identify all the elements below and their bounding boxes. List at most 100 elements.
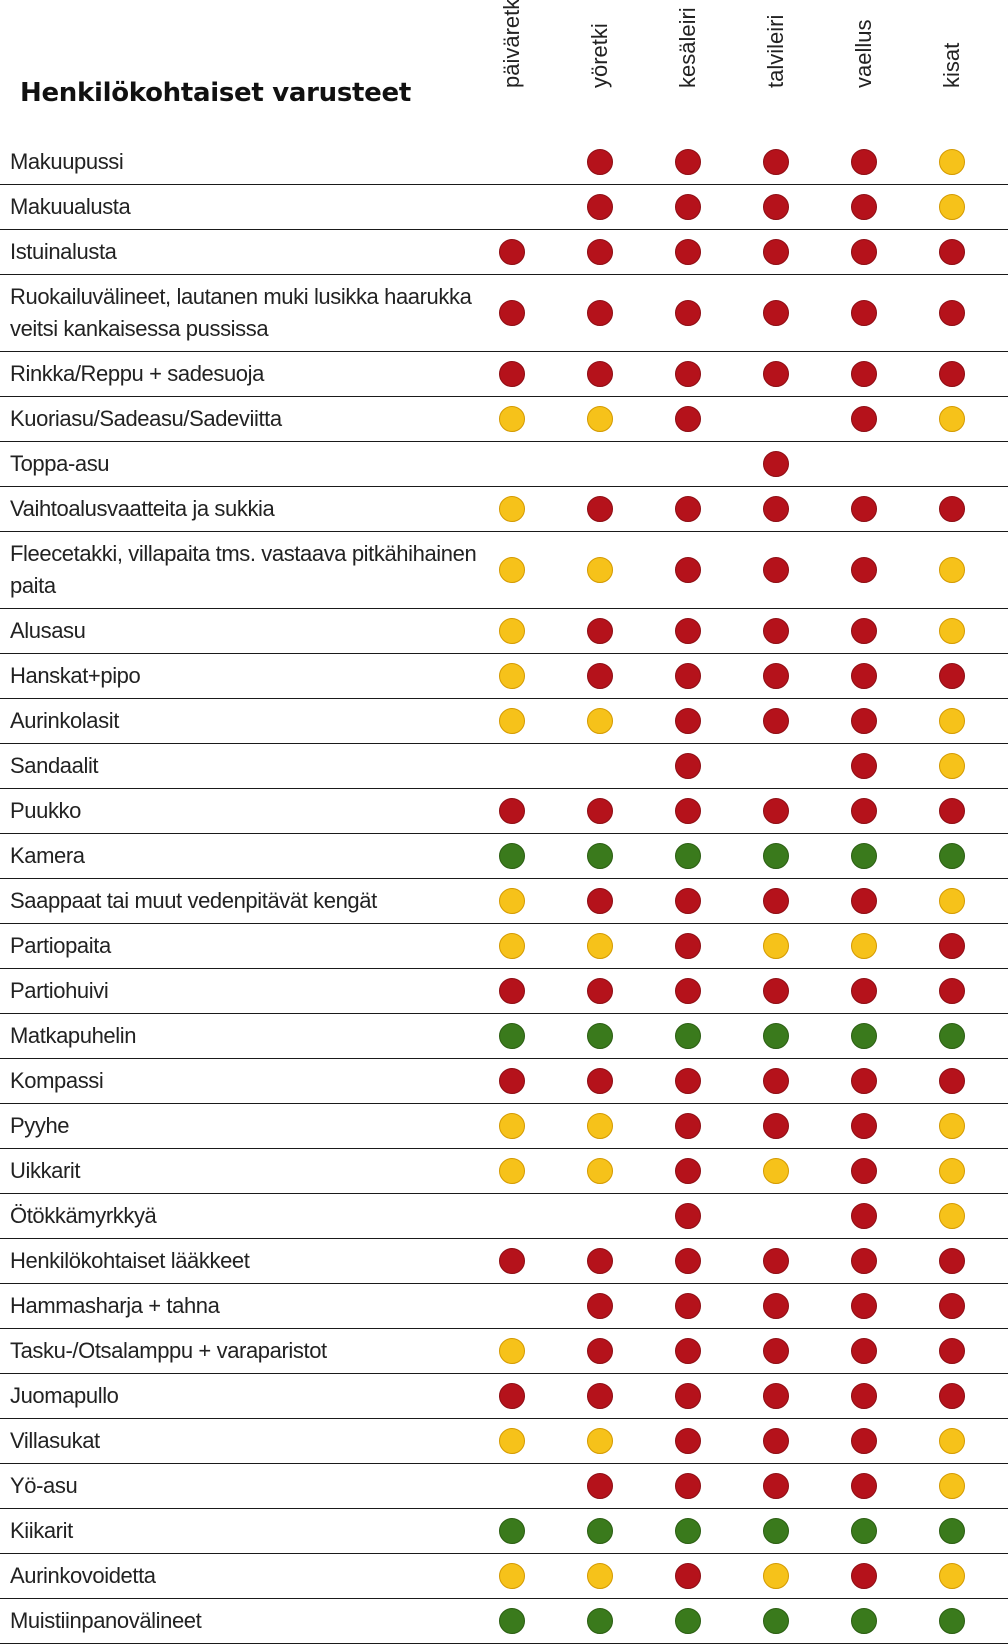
dot-red-kesäleiri xyxy=(675,149,701,175)
dot-red-vaellus xyxy=(851,1293,877,1319)
dot-yellow-päiväretki xyxy=(499,888,525,914)
dot-green-talvileiri xyxy=(763,1608,789,1634)
dot-red-kesäleiri xyxy=(675,194,701,220)
dot-green-vaellus xyxy=(851,1518,877,1544)
dot-red-talvileiri xyxy=(763,708,789,734)
dot-yellow-päiväretki xyxy=(499,618,525,644)
dot-red-kesäleiri xyxy=(675,496,701,522)
dot-red-kesäleiri xyxy=(675,557,701,583)
dot-green-vaellus xyxy=(851,843,877,869)
table-row: Hammasharja + tahna xyxy=(0,1284,1008,1329)
dot-red-kisat xyxy=(939,300,965,326)
dot-green-yöretki xyxy=(587,843,613,869)
dot-yellow-kisat xyxy=(939,618,965,644)
dot-yellow-yöretki xyxy=(587,1113,613,1139)
dot-red-kesäleiri xyxy=(675,663,701,689)
row-label: Aurinkovoidetta xyxy=(10,1563,156,1588)
dot-red-vaellus xyxy=(851,149,877,175)
dot-red-vaellus xyxy=(851,557,877,583)
table-row: Hanskat+pipo xyxy=(0,654,1008,699)
table-row: Sandaalit xyxy=(0,744,1008,789)
dot-yellow-päiväretki xyxy=(499,557,525,583)
dot-red-vaellus xyxy=(851,300,877,326)
table-row: Makuualusta xyxy=(0,185,1008,230)
dot-yellow-yöretki xyxy=(587,1428,613,1454)
dot-red-kesäleiri xyxy=(675,1158,701,1184)
table-row: Tasku-/Otsalamppu + varaparistot xyxy=(0,1329,1008,1374)
dot-red-vaellus xyxy=(851,1248,877,1274)
dot-yellow-kisat xyxy=(939,149,965,175)
table-row: Kuoriasu/Sadeasu/Sadeviitta xyxy=(0,397,1008,442)
dot-red-vaellus xyxy=(851,708,877,734)
table-row: Kompassi xyxy=(0,1059,1008,1104)
dot-red-vaellus xyxy=(851,1158,877,1184)
dot-red-päiväretki xyxy=(499,1383,525,1409)
dot-yellow-vaellus xyxy=(851,933,877,959)
dot-red-vaellus xyxy=(851,194,877,220)
dot-red-yöretki xyxy=(587,618,613,644)
dot-green-vaellus xyxy=(851,1023,877,1049)
dot-yellow-kisat xyxy=(939,557,965,583)
dot-green-talvileiri xyxy=(763,1518,789,1544)
table-row: Istuinalusta xyxy=(0,230,1008,275)
column-header-kesäleiri: kesäleiri xyxy=(671,4,705,114)
row-label: Pyyhe xyxy=(10,1113,70,1138)
dot-red-kesäleiri xyxy=(675,361,701,387)
table-row: Ötökkämyrkkyä xyxy=(0,1194,1008,1239)
dot-red-yöretki xyxy=(587,1068,613,1094)
dot-red-vaellus xyxy=(851,798,877,824)
dot-red-päiväretki xyxy=(499,978,525,1004)
dot-green-kisat xyxy=(939,1608,965,1634)
dot-green-yöretki xyxy=(587,1023,613,1049)
dot-red-talvileiri xyxy=(763,300,789,326)
dot-red-kesäleiri xyxy=(675,1383,701,1409)
dot-red-yöretki xyxy=(587,239,613,265)
dot-red-yöretki xyxy=(587,1473,613,1499)
column-header-yöretki: yöretki xyxy=(583,4,617,114)
dot-green-kisat xyxy=(939,1518,965,1544)
dot-red-vaellus xyxy=(851,1473,877,1499)
dot-green-päiväretki xyxy=(499,1608,525,1634)
table-row: Kamera xyxy=(0,834,1008,879)
row-label: Partiohuivi xyxy=(10,978,109,1003)
dot-green-kesäleiri xyxy=(675,1518,701,1544)
dot-yellow-kisat xyxy=(939,1158,965,1184)
dot-red-kisat xyxy=(939,1338,965,1364)
table-row: Villasukat xyxy=(0,1419,1008,1464)
column-header-label: kesäleiri xyxy=(675,7,700,88)
dot-red-talvileiri xyxy=(763,1068,789,1094)
row-label: Saappaat tai muut vedenpitävät kengät xyxy=(10,888,377,913)
dot-red-päiväretki xyxy=(499,300,525,326)
dot-red-talvileiri xyxy=(763,557,789,583)
dot-red-talvileiri xyxy=(763,978,789,1004)
dot-red-yöretki xyxy=(587,361,613,387)
row-label: Ötökkämyrkkyä xyxy=(10,1203,157,1228)
dot-red-kisat xyxy=(939,798,965,824)
dot-red-vaellus xyxy=(851,239,877,265)
dot-red-yöretki xyxy=(587,1248,613,1274)
dot-red-vaellus xyxy=(851,1383,877,1409)
dot-yellow-talvileiri xyxy=(763,1158,789,1184)
row-label: Istuinalusta xyxy=(10,239,117,264)
column-header-kisat: kisat xyxy=(935,4,969,114)
row-label: Kompassi xyxy=(10,1068,104,1093)
table-row: Aurinkolasit xyxy=(0,699,1008,744)
dot-yellow-yöretki xyxy=(587,708,613,734)
row-label: Muistiinpanovälineet xyxy=(10,1608,202,1633)
dot-red-kisat xyxy=(939,978,965,1004)
dot-green-yöretki xyxy=(587,1518,613,1544)
table-row: Alusasu xyxy=(0,609,1008,654)
dot-red-vaellus xyxy=(851,753,877,779)
row-label: Hanskat+pipo xyxy=(10,663,141,688)
dot-red-vaellus xyxy=(851,618,877,644)
dot-red-talvileiri xyxy=(763,194,789,220)
dot-red-kesäleiri xyxy=(675,978,701,1004)
dot-red-yöretki xyxy=(587,663,613,689)
dot-yellow-päiväretki xyxy=(499,1113,525,1139)
dot-green-päiväretki xyxy=(499,1023,525,1049)
dot-red-talvileiri xyxy=(763,663,789,689)
dot-yellow-yöretki xyxy=(587,1158,613,1184)
equipment-table: Makuupussi Makuualusta Istuinalusta Ruokail… xyxy=(0,140,1008,1644)
dot-red-yöretki xyxy=(587,888,613,914)
dot-yellow-kisat xyxy=(939,1203,965,1229)
